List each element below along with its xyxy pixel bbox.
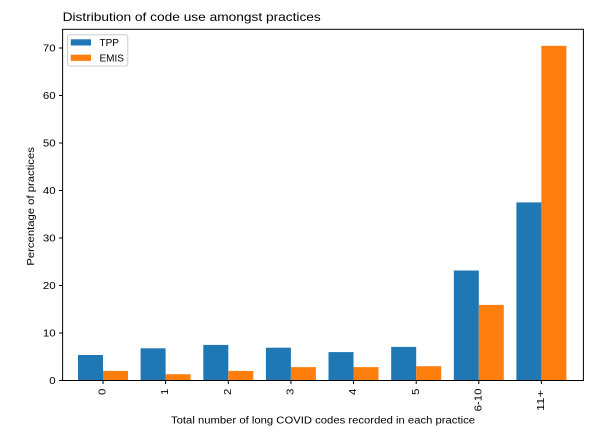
svg-text:Total number of long COVID cod: Total number of long COVID codes recorde…: [171, 415, 475, 426]
svg-text:5: 5: [411, 388, 422, 395]
svg-text:0: 0: [98, 388, 109, 395]
svg-text:3: 3: [285, 388, 296, 395]
svg-text:20: 20: [43, 281, 56, 292]
svg-text:6-10: 6-10: [473, 388, 484, 411]
svg-text:0: 0: [49, 376, 56, 387]
svg-text:70: 70: [43, 44, 56, 55]
svg-text:10: 10: [43, 329, 56, 340]
svg-text:4: 4: [348, 388, 359, 395]
svg-text:11+: 11+: [536, 390, 547, 411]
svg-text:60: 60: [43, 91, 56, 102]
svg-text:EMIS: EMIS: [100, 53, 125, 64]
svg-text:40: 40: [43, 186, 56, 197]
svg-text:Distribution of code use among: Distribution of code use amongst practic…: [63, 10, 321, 24]
svg-text:2: 2: [223, 388, 234, 395]
svg-text:Percentage of practices: Percentage of practices: [26, 147, 37, 266]
svg-text:1: 1: [160, 388, 171, 395]
svg-text:50: 50: [43, 139, 56, 150]
svg-text:30: 30: [43, 234, 56, 245]
svg-text:TPP: TPP: [100, 38, 120, 49]
